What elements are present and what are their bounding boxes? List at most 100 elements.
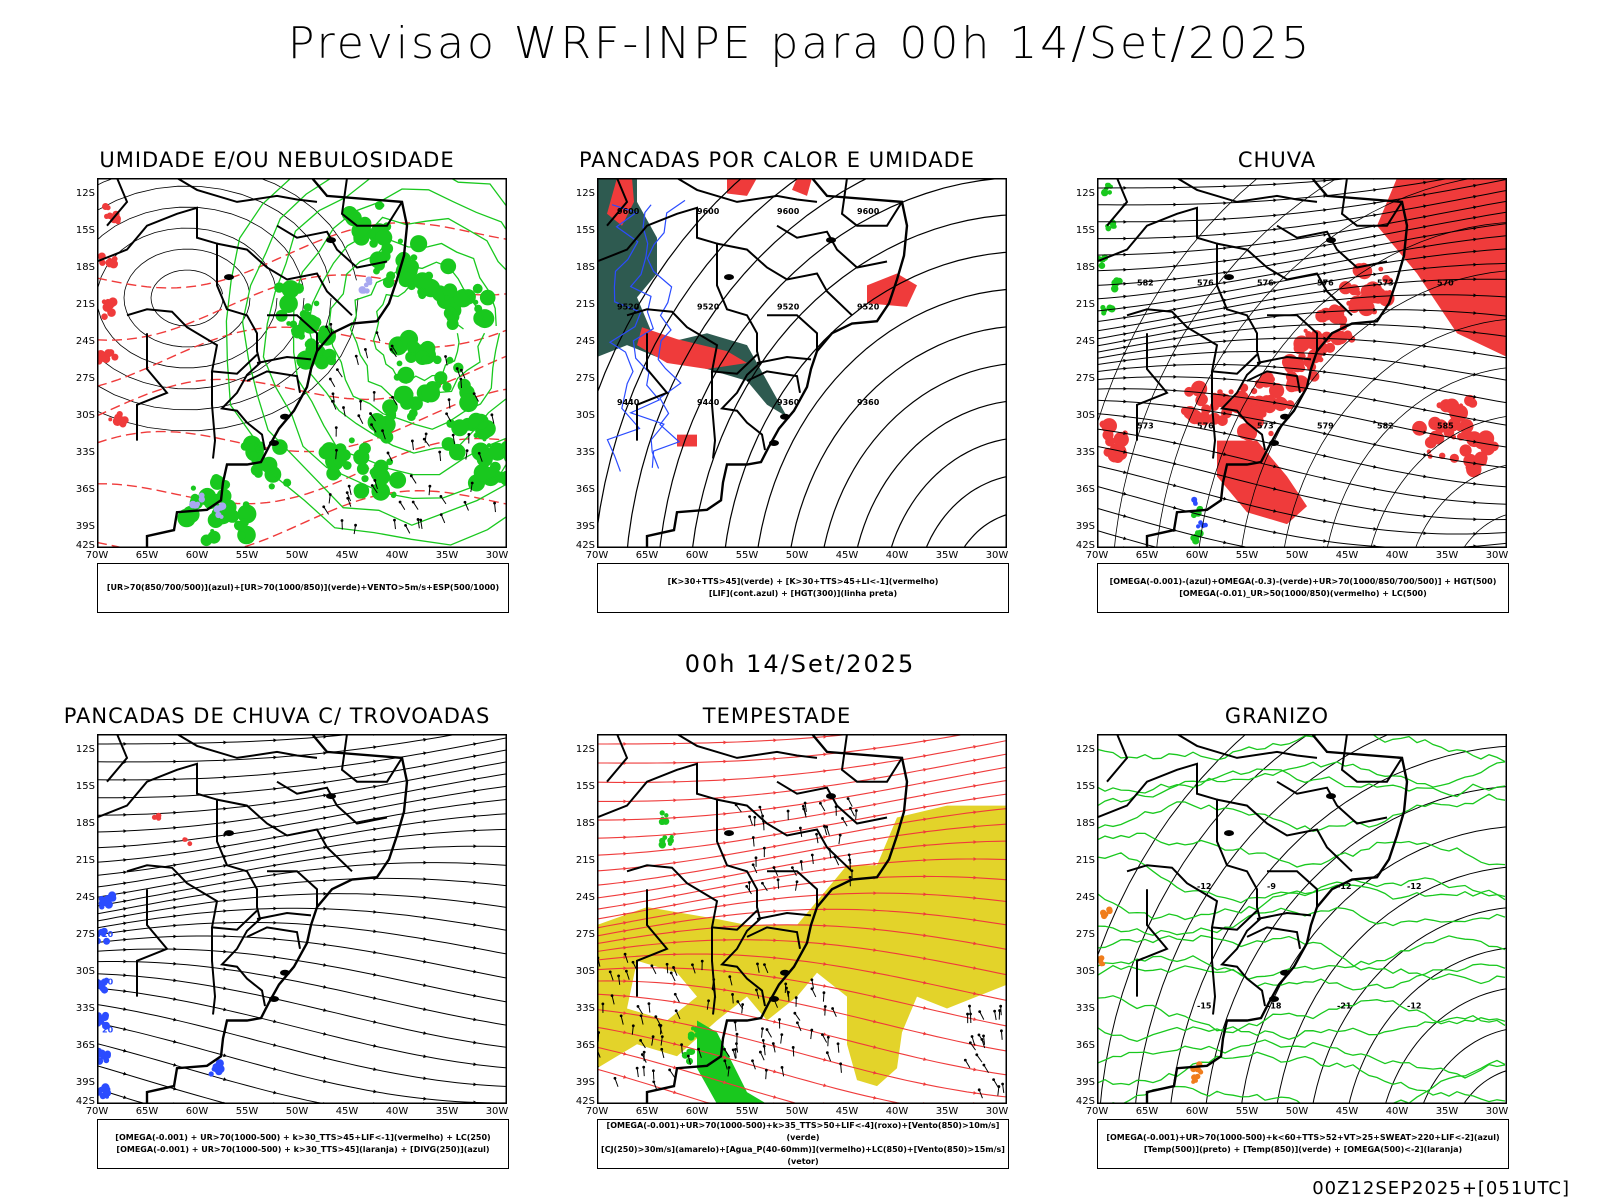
- legend-box: [OMEGA(-0.001)-(azul)+OMEGA(-0.3)-(verde…: [1097, 563, 1509, 613]
- lat-tick-label: 33S: [1075, 447, 1095, 458]
- lat-tick-label: 30S: [1075, 410, 1095, 421]
- lat-tick-label: 39S: [575, 1077, 595, 1088]
- contour-label: -12: [1407, 882, 1421, 891]
- lon-tick-label: 45W: [335, 1106, 359, 1117]
- lat-tick-label: 33S: [575, 447, 595, 458]
- contour-label: 9520: [857, 302, 880, 311]
- wind850-green: [697, 1020, 767, 1104]
- lon-tick-label: 40W: [385, 550, 409, 561]
- lat-tick-label: 12S: [1075, 744, 1095, 755]
- map-border: [1097, 178, 1507, 548]
- lat-tick-label: 12S: [575, 744, 595, 755]
- contour-label: -21: [1337, 1002, 1352, 1011]
- legend-box: [OMEGA(-0.001) + UR>70(1000-500) + k>30_…: [97, 1119, 509, 1169]
- contour-label: 9600: [697, 207, 720, 216]
- lat-tick-label: 24S: [575, 892, 595, 903]
- contour-label: 576: [1197, 278, 1214, 287]
- wind-vectors-se: [963, 1004, 1005, 1099]
- contour-label: 585: [1437, 422, 1454, 431]
- lon-tick-label: 35W: [435, 550, 459, 561]
- lon-tick-label: 55W: [1235, 550, 1259, 561]
- lon-tick-label: 55W: [735, 550, 759, 561]
- lon-tick-label: 30W: [485, 1106, 509, 1117]
- lon-tick-label: 50W: [1285, 550, 1309, 561]
- omega500-orange: [1097, 906, 1204, 1084]
- lat-tick-label: 18S: [1075, 262, 1095, 273]
- panel-title: CHUVA: [1237, 148, 1317, 172]
- lon-tick-label: 35W: [1435, 1106, 1459, 1117]
- lat-tick-label: 39S: [75, 521, 95, 532]
- lon-tick-label: 50W: [785, 1106, 809, 1117]
- lat-tick-label: 12S: [575, 188, 595, 199]
- run-stamp: 00Z12SEP2025+[051UTC]: [1312, 1178, 1570, 1199]
- contour-label: -15: [1197, 1002, 1212, 1011]
- legend-line: [OMEGA(-0.001)-(azul)+OMEGA(-0.3)-(verde…: [1109, 577, 1497, 586]
- map-frame: 582 576 576 576 573 570 573 576 573 579 582 585: [1097, 178, 1507, 548]
- lon-tick-label: 50W: [285, 550, 309, 561]
- lat-tick-label: 36S: [75, 484, 95, 495]
- lat-tick-label: 30S: [575, 966, 595, 977]
- lat-tick-label: 15S: [75, 225, 95, 236]
- lon-tick-label: 70W: [1085, 550, 1109, 561]
- lon-tick-label: 45W: [835, 1106, 859, 1117]
- lat-tick-label: 33S: [75, 447, 95, 458]
- lat-tick-label: 27S: [575, 929, 595, 940]
- instability-red-top: [727, 178, 757, 196]
- jet-hole: [627, 960, 697, 1021]
- map-frame: 20 20 20: [97, 734, 507, 1104]
- panel-title: UMIDADE E/OU NEBULOSIDADE: [99, 148, 455, 172]
- lat-tick-label: 27S: [1075, 373, 1095, 384]
- legend-line: [Temp(500)](preto) + [Temp(850)](verde) …: [1143, 1145, 1463, 1154]
- coastline-borders: [597, 178, 909, 548]
- map-frame: -12 -9 -12 -12 -15 -18 -21 -12: [1097, 734, 1507, 1104]
- map-border: [97, 734, 507, 1104]
- contour-label: 9600: [777, 207, 800, 216]
- panel-title: GRANIZO: [1224, 704, 1330, 728]
- rain-red-sw: [1217, 440, 1307, 525]
- lon-tick-label: 50W: [285, 1106, 309, 1117]
- lat-tick-label: 24S: [575, 336, 595, 347]
- temp850-contours: [1097, 734, 1506, 1104]
- lon-tick-label: 65W: [1135, 550, 1159, 561]
- divg-blue: [97, 891, 225, 1100]
- contour-label: 573: [1377, 278, 1394, 287]
- lon-tick-label: 30W: [985, 1106, 1009, 1117]
- lon-tick-label: 55W: [235, 550, 259, 561]
- contour-label: -12: [1407, 1002, 1421, 1011]
- contour-label: 9520: [617, 302, 640, 311]
- lon-tick-label: 60W: [685, 550, 709, 561]
- wind-vectors-s: [723, 962, 843, 1080]
- contour-label: 9520: [697, 302, 720, 311]
- lat-tick-label: 15S: [75, 781, 95, 792]
- lat-tick-label: 39S: [75, 1077, 95, 1088]
- contour-label: 9440: [697, 398, 720, 407]
- lat-tick-label: 36S: [575, 484, 595, 495]
- instability-red-north: [607, 178, 634, 226]
- lat-tick-label: 42S: [575, 540, 595, 551]
- map-border: [597, 178, 1007, 548]
- lat-tick-label: 15S: [1075, 225, 1095, 236]
- lon-tick-label: 65W: [635, 550, 659, 561]
- contour-label: 9360: [777, 398, 800, 407]
- map-border: [597, 734, 1007, 1104]
- lat-tick-label: 42S: [75, 1096, 95, 1107]
- lon-tick-label: 40W: [1385, 1106, 1409, 1117]
- coastline-borders: [597, 734, 909, 1104]
- lat-tick-label: 18S: [575, 818, 595, 829]
- contour-label: -12: [1337, 882, 1351, 891]
- streamlines: [97, 734, 507, 1104]
- lon-tick-label: 40W: [885, 1106, 909, 1117]
- lon-tick-label: 50W: [785, 550, 809, 561]
- temp500-contours: [1097, 734, 1507, 1104]
- panel-title: TEMPESTADE: [702, 704, 852, 728]
- instability-red-small: [677, 434, 697, 447]
- lon-tick-label: 65W: [135, 550, 159, 561]
- streamline-arrows: [123, 734, 477, 1104]
- coastline-borders: [1097, 178, 1409, 548]
- lon-tick-label: 35W: [935, 550, 959, 561]
- lat-tick-label: 21S: [575, 299, 595, 310]
- lat-tick-label: 36S: [1075, 484, 1095, 495]
- legend-box: [OMEGA(-0.001)+UR>70(1000-500)+k<60+TTS>…: [1097, 1119, 1509, 1169]
- contour-label: 576: [1317, 278, 1334, 287]
- lon-tick-label: 40W: [385, 1106, 409, 1117]
